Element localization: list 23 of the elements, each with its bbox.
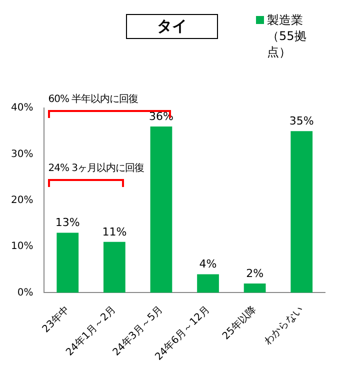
data-label: 11% (102, 225, 127, 238)
x-tick-label: わからない (262, 304, 306, 348)
data-label: 35% (289, 114, 314, 128)
x-tick-label: 25年以降 (220, 303, 259, 342)
annotation: 24% 3ヶ月以内に回復 (48, 162, 144, 176)
data-label: 4% (199, 258, 217, 271)
legend-label: 製造業（55拠点） (267, 12, 308, 60)
y-tick-label: 30% (10, 148, 34, 160)
bar (150, 126, 172, 293)
bar (197, 274, 219, 293)
y-tick-label: 20% (10, 194, 34, 206)
y-tick-label: 0% (17, 287, 34, 298)
bar (290, 131, 313, 293)
bar (244, 284, 266, 293)
bar (103, 242, 126, 293)
chart-title: タイ (126, 14, 218, 39)
x-tick-label: 23年中 (40, 303, 72, 336)
y-tick-label: 10% (10, 241, 34, 252)
y-tick-label: 40% (10, 102, 34, 114)
data-label: 2% (246, 266, 264, 280)
bar (56, 232, 79, 293)
text: 60% 半年以内に回復 (48, 92, 138, 106)
data-label: 13% (55, 216, 80, 230)
